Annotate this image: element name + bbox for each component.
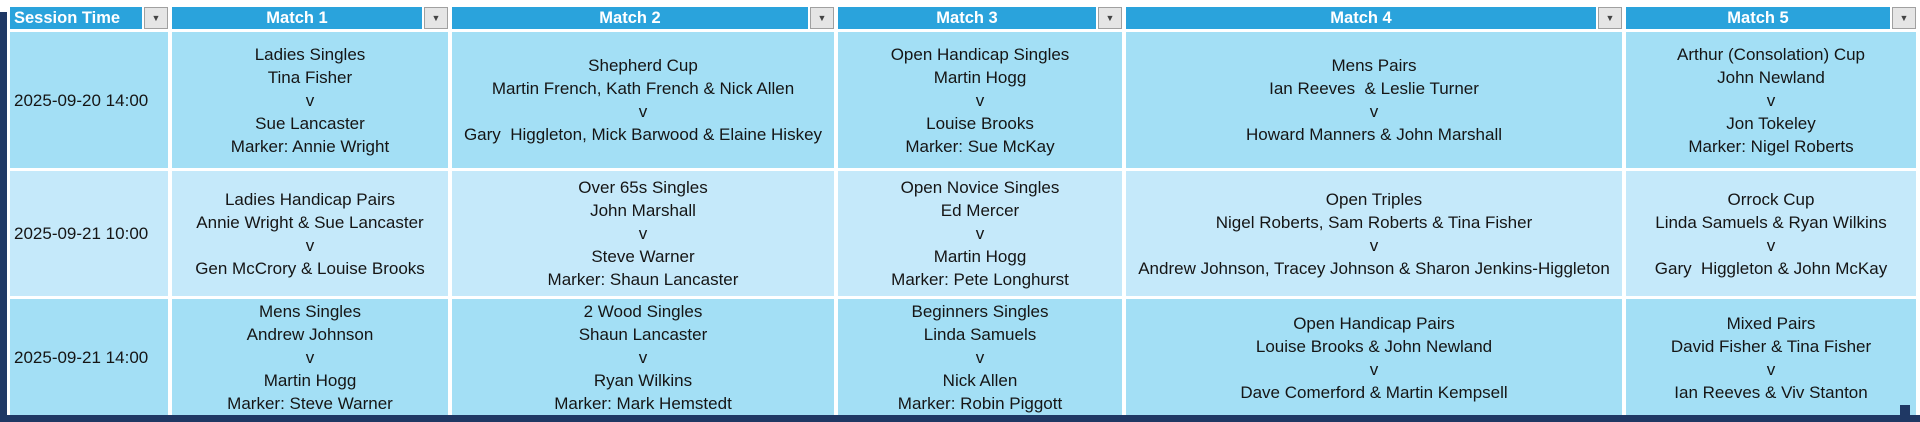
column-header-match-3: Match 3 ▼ — [838, 7, 1122, 29]
match-cell[interactable]: Ladies Handicap Pairs Annie Wright & Sue… — [172, 171, 448, 296]
match-cell[interactable]: Arthur (Consolation) Cup John Newland v … — [1626, 32, 1916, 168]
column-header-match-1: Match 1 ▼ — [172, 7, 448, 29]
filter-dropdown-button-match-5[interactable]: ▼ — [1892, 7, 1916, 29]
header-gap — [1890, 7, 1892, 29]
column-header-label: Match 3 — [838, 7, 1096, 29]
match-cell[interactable]: Open Handicap Pairs Louise Brooks & John… — [1126, 299, 1622, 416]
match-cell[interactable]: Over 65s Singles John Marshall v Steve W… — [452, 171, 834, 296]
column-header-label: Match 4 — [1126, 7, 1596, 29]
match-cell[interactable]: Mens Pairs Ian Reeves & Leslie Turner v … — [1126, 32, 1622, 168]
match-cell[interactable]: Open Handicap Singles Martin Hogg v Loui… — [838, 32, 1122, 168]
object-bottom-border — [0, 415, 1920, 422]
header-gap — [1096, 7, 1098, 29]
column-header-match-4: Match 4 ▼ — [1126, 7, 1622, 29]
column-header-label: Match 2 — [452, 7, 808, 29]
column-header-match-2: Match 2 ▼ — [452, 7, 834, 29]
column-header-label: Match 5 — [1626, 7, 1890, 29]
dropdown-arrow-icon: ▼ — [817, 12, 827, 23]
match-cell[interactable]: Orrock Cup Linda Samuels & Ryan Wilkins … — [1626, 171, 1916, 296]
session-time-cell[interactable]: 2025-09-20 14:00 — [10, 32, 168, 168]
match-cell[interactable]: Mixed Pairs David Fisher & Tina Fisher v… — [1626, 299, 1916, 416]
dropdown-arrow-icon: ▼ — [1605, 12, 1615, 23]
filter-dropdown-button-session-time[interactable]: ▼ — [144, 7, 168, 29]
match-cell[interactable]: Open Novice Singles Ed Mercer v Martin H… — [838, 171, 1122, 296]
dropdown-arrow-icon: ▼ — [1105, 12, 1115, 23]
header-gap — [808, 7, 810, 29]
match-cell[interactable]: Shepherd Cup Martin French, Kath French … — [452, 32, 834, 168]
match-cell[interactable]: 2 Wood Singles Shaun Lancaster v Ryan Wi… — [452, 299, 834, 416]
header-gap — [1596, 7, 1598, 29]
dropdown-arrow-icon: ▼ — [151, 12, 161, 23]
table-resize-handle[interactable] — [1900, 405, 1910, 415]
column-header-label: Match 1 — [172, 7, 422, 29]
filter-dropdown-button-match-4[interactable]: ▼ — [1598, 7, 1622, 29]
column-header-label: Session Time — [10, 7, 142, 29]
session-time-cell[interactable]: 2025-09-21 10:00 — [10, 171, 168, 296]
filter-dropdown-button-match-1[interactable]: ▼ — [424, 7, 448, 29]
filter-dropdown-button-match-2[interactable]: ▼ — [810, 7, 834, 29]
header-gap — [422, 7, 424, 29]
header-gap — [142, 7, 144, 29]
filter-dropdown-button-match-3[interactable]: ▼ — [1098, 7, 1122, 29]
column-header-session-time: Session Time ▼ — [10, 7, 168, 29]
dropdown-arrow-icon: ▼ — [431, 12, 441, 23]
match-cell[interactable]: Beginners Singles Linda Samuels v Nick A… — [838, 299, 1122, 416]
match-cell[interactable]: Open Triples Nigel Roberts, Sam Roberts … — [1126, 171, 1622, 296]
session-time-cell[interactable]: 2025-09-21 14:00 — [10, 299, 168, 416]
dropdown-arrow-icon: ▼ — [1899, 12, 1909, 23]
column-header-match-5: Match 5 ▼ — [1626, 7, 1916, 29]
match-cell[interactable]: Ladies Singles Tina Fisher v Sue Lancast… — [172, 32, 448, 168]
object-left-border — [0, 12, 7, 422]
match-schedule-grid: Session Time ▼ Match 1 ▼ Match 2 ▼ Match… — [10, 7, 1916, 416]
match-cell[interactable]: Mens Singles Andrew Johnson v Martin Hog… — [172, 299, 448, 416]
